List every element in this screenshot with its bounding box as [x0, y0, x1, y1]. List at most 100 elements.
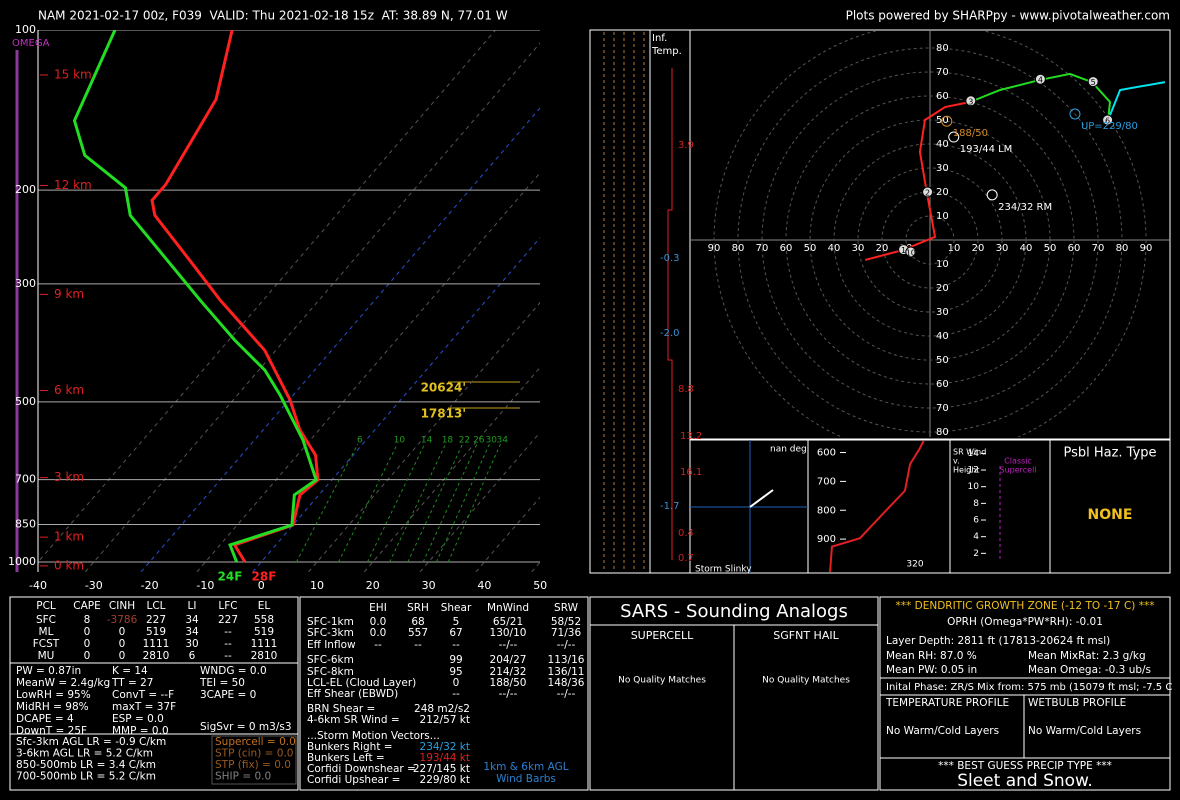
thermo-index: K = 14 — [112, 665, 148, 677]
sr-height-label: 8 — [973, 499, 979, 509]
storm-motion-label: 188/50 — [953, 128, 988, 139]
thermo-cell: 519 — [146, 626, 166, 638]
hodo-ring — [905, 215, 955, 265]
pressure-tick-label: 300 — [15, 277, 36, 290]
surface-temp: 28F — [252, 570, 277, 584]
motion-value: 229/80 kt — [420, 774, 470, 786]
temp-tick-label: 30 — [422, 579, 436, 592]
kinematic-cell: -- — [414, 639, 422, 651]
labels: NAM 2021-02-17 00z, F039 VALID: Thu 2021… — [8, 9, 1172, 792]
hodo-marker-label: 1 — [901, 246, 906, 255]
hodo-x-label: 40 — [828, 243, 841, 254]
hodo-y-label: 20 — [936, 283, 949, 294]
thermo-cell: ML — [39, 626, 54, 638]
kinematic-row-label: Eff Shear (EBWD) — [307, 688, 398, 700]
hodo-marker — [965, 95, 977, 107]
thermo-index: WNDG = 0.0 — [200, 665, 267, 677]
thermo-cell: 30 — [185, 638, 198, 650]
hodo-marker-label: 3 — [968, 97, 973, 106]
mixing-ratio-label: 6 — [357, 436, 363, 446]
thermo-cell: 1111 — [143, 638, 170, 650]
kinematic-pair-value: 248 m2/s2 — [414, 703, 470, 715]
sigsvr: SigSvr = 0 m3/s3 — [200, 721, 292, 733]
thermo-header: CINH — [109, 600, 135, 612]
hodo-x-label: 70 — [1092, 243, 1105, 254]
hodo-x-label: 60 — [1068, 243, 1081, 254]
height-label: 3 km — [54, 470, 84, 484]
sr-height-label: 2 — [973, 549, 979, 559]
hodo-y-label: 80 — [936, 43, 949, 54]
thermo-cell: -- — [224, 626, 232, 638]
kinematic-cell: 99 — [449, 654, 462, 666]
mixing-ratio-line — [407, 443, 464, 563]
sars-supercell-result: No Quality Matches — [618, 676, 706, 686]
inf-temp-label: 0.4 — [678, 528, 694, 539]
thermo-cell: 2810 — [143, 650, 170, 662]
mixing-ratio-label: 14 — [421, 436, 433, 446]
temperature-profile — [150, 30, 320, 563]
hodo-y-label: 40 — [936, 331, 949, 342]
thermo-index: MMP = 0.0 — [112, 725, 169, 737]
mixing-ratio-label: 34 — [497, 436, 509, 446]
kinematic-cell: 5 — [453, 616, 460, 628]
mean-pw: Mean PW: 0.05 in — [886, 664, 977, 676]
hodograph-plot: 10 10 20 20 30 30 40 40 50 50 60 60 70 70 80 80 90 90 10 10… — [691, 31, 1169, 437]
hazard-title: Psbl Haz. Type — [1063, 446, 1156, 461]
kinematic-row-label: LCL-EL (Cloud Layer) — [307, 677, 416, 689]
kinematic-cell: 0.0 — [370, 616, 387, 628]
inf-temp-label: -1.7 — [660, 501, 680, 512]
hodo-trace — [969, 72, 1112, 121]
temp-result: No Warm/Cold Layers — [886, 725, 999, 737]
hodo-x-label: 40 — [1020, 243, 1033, 254]
hodo-x-label: 50 — [1044, 243, 1057, 254]
kinematic-cell: 65/21 — [493, 616, 523, 628]
sr-wind-title: Height — [953, 466, 979, 475]
dgz-top: 20624' — [421, 381, 466, 395]
kinematic-cell: 95 — [449, 666, 462, 678]
kinematic-cell: 214/32 — [490, 666, 527, 678]
hodo-marker — [1034, 73, 1046, 85]
inf-temp-line — [667, 68, 673, 560]
thermo-cell: 0 — [119, 650, 126, 662]
pressure-tick-label: 200 — [15, 183, 36, 196]
slinky-direction: nan deg — [770, 445, 807, 455]
hodo-marker-label: 10 — [906, 249, 916, 258]
supercell-label: Supercell — [999, 466, 1036, 475]
mixing-ratio-line — [389, 443, 447, 563]
mixing-ratio-label: 26 — [473, 436, 485, 446]
omega-label: OMEGA — [12, 38, 50, 49]
motion-label: Corfidi Upshear = — [307, 774, 400, 786]
kinematic-row-label: SFC-8km — [307, 666, 354, 678]
initial-phase: Inital Phase: ZR/S Mix from: 575 mb (150… — [886, 682, 1172, 693]
mixing-ratio-line — [422, 443, 478, 563]
height-label: 6 km — [54, 383, 84, 397]
storm-motion-label: UP=229/80 — [1081, 121, 1138, 132]
mixing-ratio-line — [295, 443, 359, 563]
sars-title: SARS - Sounding Analogs — [620, 601, 848, 622]
hodo-marker-label: 5 — [1091, 78, 1096, 87]
mixing-ratio-label: 22 — [459, 436, 470, 446]
hodo-marker — [1087, 76, 1099, 88]
lapse-rate: 850-500mb LR = 3.4 C/km — [16, 759, 156, 771]
lapse-rate: 3-6km AGL LR = 5.2 C/km — [16, 748, 153, 760]
sars-supercell: SUPERCELL — [631, 629, 694, 642]
thermo-cell: 1111 — [251, 638, 278, 650]
motion-value: 234/32 kt — [420, 741, 470, 753]
inf-temp-label: -2.0 — [660, 328, 680, 339]
hodo-x-label: 80 — [732, 243, 745, 254]
severe-index: STP (cin) = 0.0 — [215, 748, 293, 760]
inf-temp-label: 8.8 — [678, 384, 694, 395]
kinematic-pair-value: 212/57 kt — [420, 714, 470, 726]
thermo-header: LCL — [146, 600, 165, 612]
kinematic-cell: 67 — [449, 627, 462, 639]
hodo-y-label: 20 — [936, 187, 949, 198]
kinematic-cell: 204/27 — [490, 654, 527, 666]
kinematic-row-label: SFC-1km — [307, 616, 354, 628]
pressure-tick-label: 700 — [15, 473, 36, 486]
mixing-ratio-line — [338, 443, 398, 563]
thermo-cell: -- — [224, 650, 232, 662]
thermo-cell: 2810 — [251, 650, 278, 662]
temp-tick-label: -30 — [85, 579, 103, 592]
theta-pressure-label: 800 — [817, 505, 836, 516]
